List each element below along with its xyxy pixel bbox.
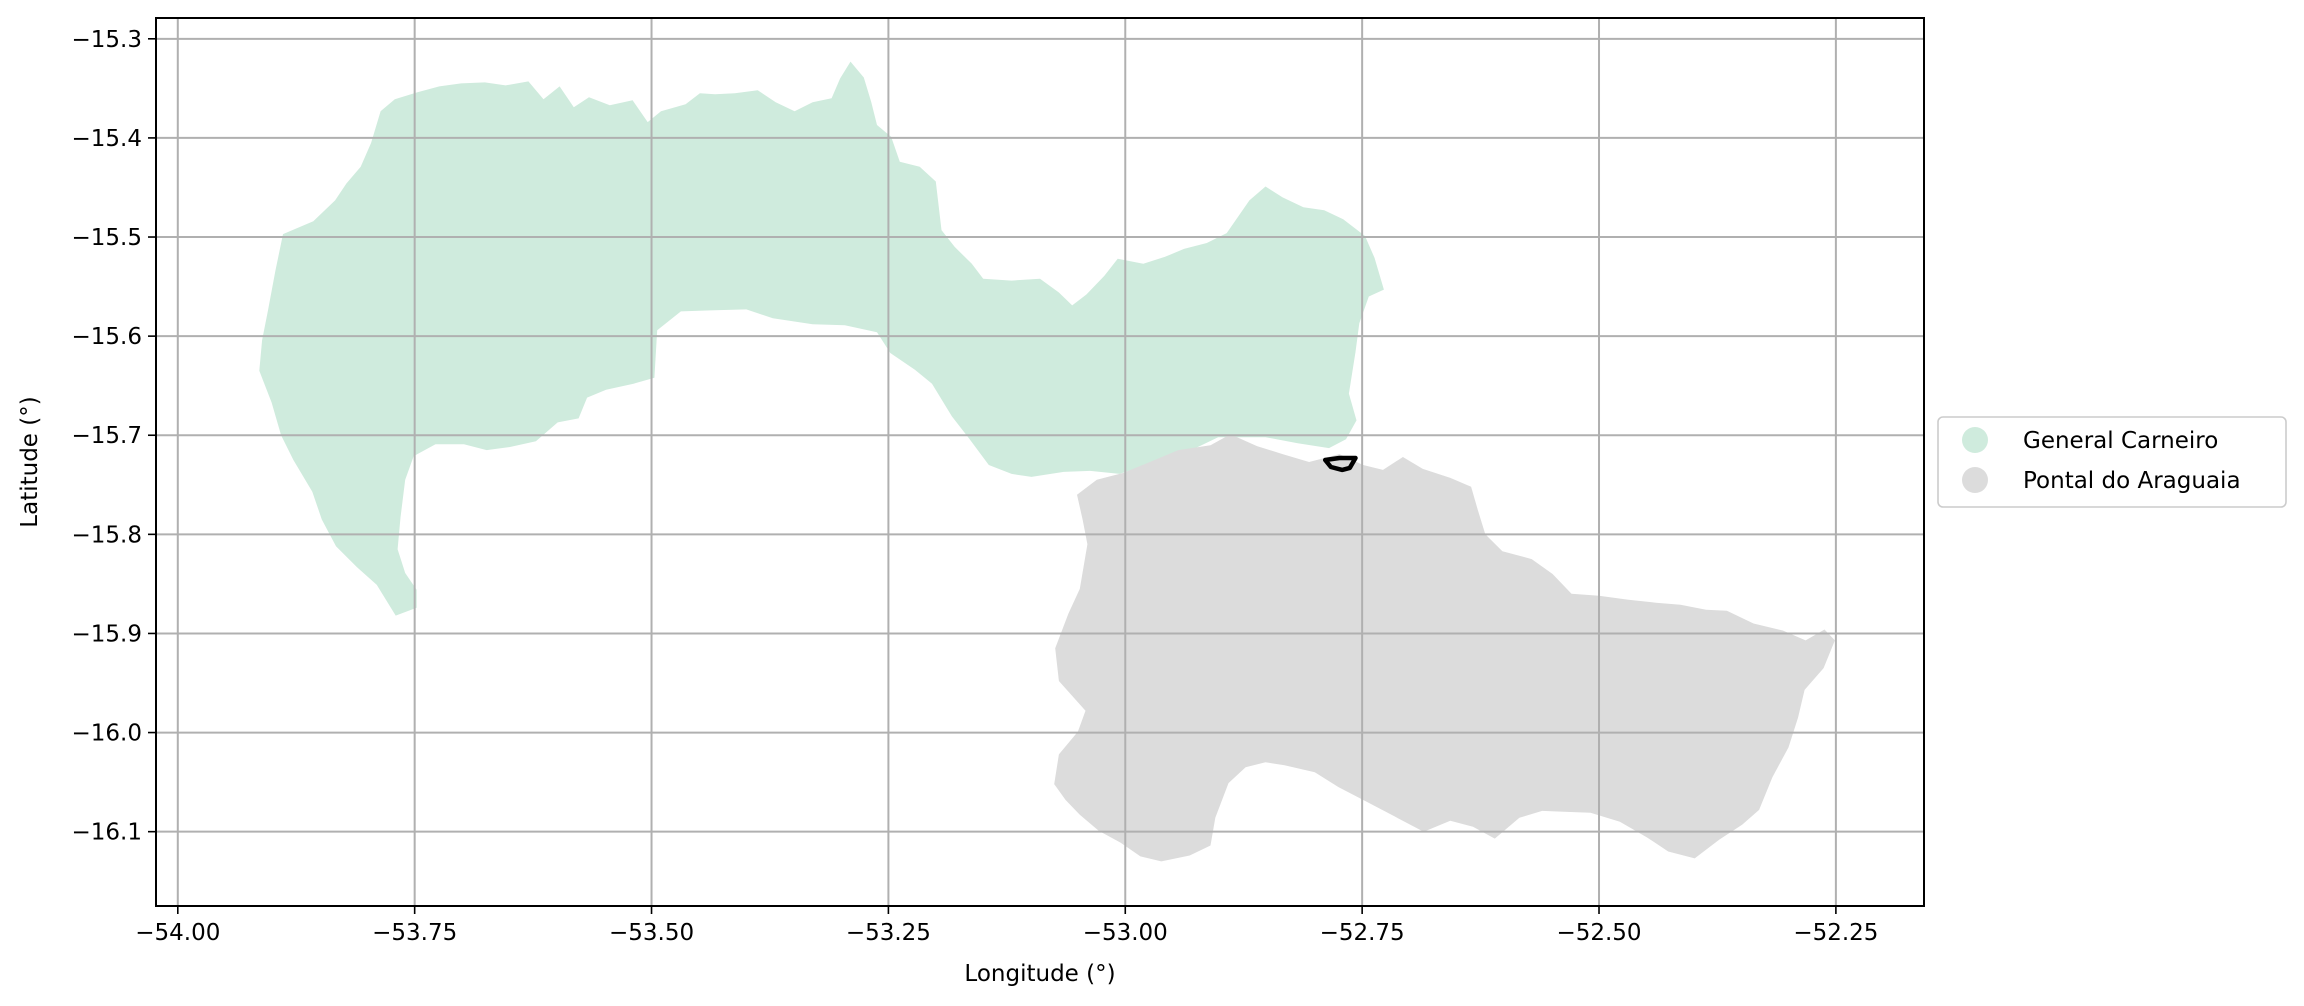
plot-frame	[155, 17, 1925, 907]
y-tick-label: −16.0	[72, 721, 142, 747]
map-regions	[259, 61, 1835, 862]
y-tick-label: −16.1	[72, 820, 142, 846]
region-pontal-do-araguaia	[1054, 434, 1835, 862]
legend-swatch-general-carneiro	[1962, 427, 1988, 453]
legend-label-general-carneiro: General Carneiro	[2023, 428, 2218, 454]
y-tick-label: −15.4	[72, 126, 142, 152]
y-tick-label: −15.9	[72, 621, 142, 647]
x-tick-label: −53.00	[1083, 920, 1168, 946]
legend-label-pontal-do-araguaia: Pontal do Araguaia	[2023, 468, 2241, 494]
y-tick-label: −15.8	[72, 522, 142, 548]
grid-lines	[156, 18, 1924, 906]
x-tick-label: −53.75	[372, 920, 457, 946]
x-tick-label: −52.50	[1556, 920, 1641, 946]
x-tick-label: −52.75	[1320, 920, 1405, 946]
legend: General Carneiro Pontal do Araguaia	[1937, 416, 2287, 508]
x-tick-label: −52.25	[1793, 920, 1878, 946]
x-axis-ticks: −54.00 −53.75 −53.50 −53.25 −53.00 −52.75 −52.…	[135, 906, 1878, 946]
x-tick-label: −53.50	[609, 920, 694, 946]
highlight-outline	[1322, 455, 1358, 473]
x-tick-label: −54.00	[135, 920, 220, 946]
x-tick-label: −53.25	[846, 920, 931, 946]
legend-swatch-pontal-do-araguaia	[1962, 467, 1988, 493]
highlighted-area	[1322, 455, 1358, 473]
legend-box	[1937, 416, 2287, 508]
y-tick-label: −15.6	[72, 324, 142, 350]
y-axis-ticks: −15.3 −15.4 −15.5 −15.6 −15.7 −15.8 −15.9 −16.0…	[72, 27, 156, 846]
y-tick-label: −15.7	[72, 423, 142, 449]
y-tick-label: −15.3	[72, 27, 142, 53]
x-axis-title: Longitude (°)	[964, 961, 1115, 987]
y-tick-label: −15.5	[72, 225, 142, 251]
y-axis-title: Latitude (°)	[17, 396, 43, 527]
region-general-carneiro	[259, 61, 1384, 616]
